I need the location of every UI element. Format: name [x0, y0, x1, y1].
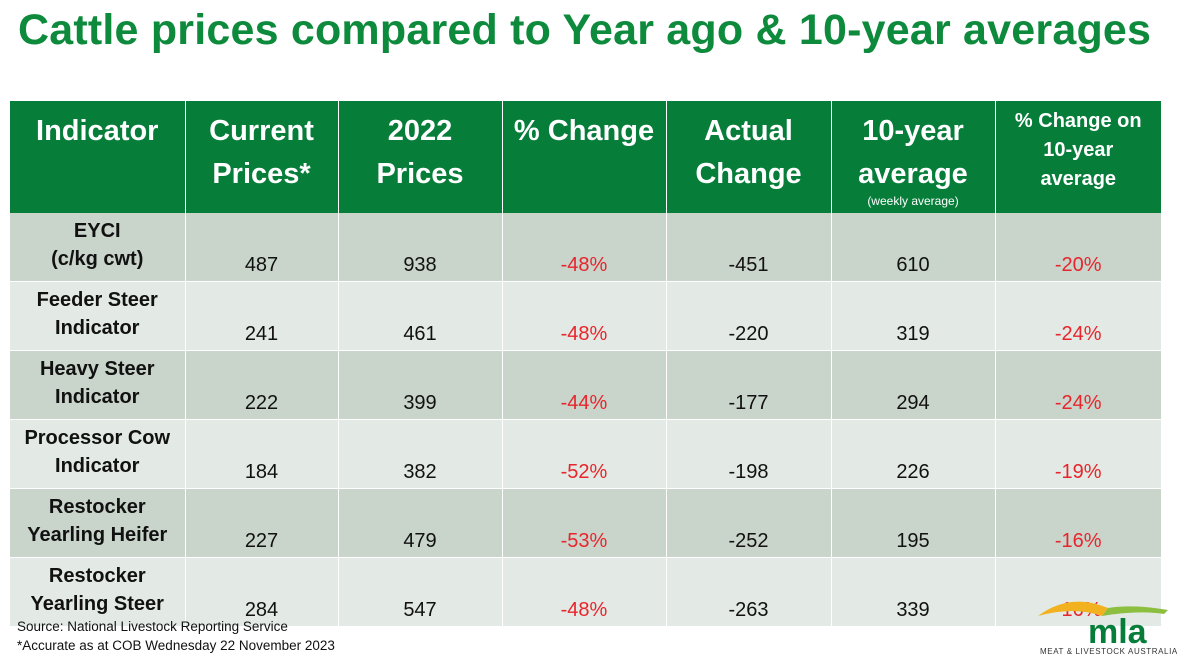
pct-change-avg-cell: -24%: [995, 281, 1161, 351]
footnotes: Source: National Livestock Reporting Ser…: [17, 617, 335, 655]
accuracy-note: *Accurate as at COB Wednesday 22 Novembe…: [17, 638, 335, 653]
prev-price-cell: 547: [338, 557, 503, 627]
actual-change-cell: -263: [666, 557, 832, 627]
avg-cell: 339: [831, 557, 996, 627]
table-row: Heavy Steer Indicator 222 399 -44% -177 2…: [10, 350, 1161, 420]
table-header-row: Indicator Current Prices* 2022 Prices % Ch…: [10, 101, 1161, 213]
prev-price-cell: 479: [338, 488, 503, 558]
source-note: Source: National Livestock Reporting Ser…: [17, 619, 288, 634]
current-price-cell: 241: [185, 281, 339, 351]
indicator-cell: Restocker Yearling Steer: [10, 557, 186, 627]
actual-change-cell: -198: [666, 419, 832, 489]
indicator-cell: Restocker Yearling Heifer: [10, 488, 186, 558]
pct-change-cell: -52%: [502, 419, 667, 489]
actual-change-cell: -451: [666, 213, 832, 282]
actual-change-cell: -177: [666, 350, 832, 420]
header-current-prices: Current Prices*: [185, 101, 339, 213]
current-price-cell: 222: [185, 350, 339, 420]
prev-price-cell: 938: [338, 213, 503, 282]
actual-change-cell: -252: [666, 488, 832, 558]
prev-price-cell: 461: [338, 281, 503, 351]
prev-price-cell: 382: [338, 419, 503, 489]
avg-cell: 319: [831, 281, 996, 351]
header-actual-change: Actual Change: [666, 101, 832, 213]
header-pct-change: % Change: [502, 101, 667, 213]
mla-logo: mla: [1038, 601, 1168, 651]
avg-cell: 226: [831, 419, 996, 489]
indicator-cell: EYCI (c/kg cwt): [10, 213, 186, 282]
table-row: Restocker Yearling Heifer 227 479 -53% -2…: [10, 488, 1161, 558]
avg-cell: 294: [831, 350, 996, 420]
indicator-cell: Feeder Steer Indicator: [10, 281, 186, 351]
table-row: EYCI (c/kg cwt) 487 938 -48% -451 610 -20…: [10, 213, 1161, 282]
avg-cell: 610: [831, 213, 996, 282]
pct-change-cell: -48%: [502, 557, 667, 627]
table-row: Feeder Steer Indicator 241 461 -48% -220 …: [10, 281, 1161, 351]
pct-change-avg-cell: -19%: [995, 419, 1161, 489]
cattle-prices-table: Indicator Current Prices* 2022 Prices % Ch…: [10, 101, 1161, 627]
page-title: Cattle prices compared to Year ago & 10-…: [18, 6, 1152, 54]
pct-change-cell: -53%: [502, 488, 667, 558]
header-indicator: Indicator: [10, 101, 186, 213]
pct-change-avg-cell: -24%: [995, 350, 1161, 420]
prev-price-cell: 399: [338, 350, 503, 420]
current-price-cell: 227: [185, 488, 339, 558]
pct-change-cell: -44%: [502, 350, 667, 420]
current-price-cell: 184: [185, 419, 339, 489]
pct-change-avg-cell: -16%: [995, 557, 1161, 627]
avg-cell: 195: [831, 488, 996, 558]
mla-tagline: MEAT & LIVESTOCK AUSTRALIA: [1040, 647, 1178, 656]
pct-change-avg-cell: -20%: [995, 213, 1161, 282]
mla-logo-text: mla: [1088, 613, 1148, 651]
pct-change-cell: -48%: [502, 213, 667, 282]
table-row: Restocker Yearling Steer 284 547 -48% -26…: [10, 557, 1161, 627]
table-row: Processor Cow Indicator 184 382 -52% -198…: [10, 419, 1161, 489]
header-pct-change-10yr: % Change on 10-year average: [995, 101, 1161, 213]
current-price-cell: 284: [185, 557, 339, 627]
current-price-cell: 487: [185, 213, 339, 282]
indicator-cell: Heavy Steer Indicator: [10, 350, 186, 420]
indicator-cell: Processor Cow Indicator: [10, 419, 186, 489]
pct-change-cell: -48%: [502, 281, 667, 351]
header-10yr-average: 10-year average (weekly average): [831, 101, 996, 213]
pct-change-avg-cell: -16%: [995, 488, 1161, 558]
actual-change-cell: -220: [666, 281, 832, 351]
header-10yr-note: (weekly average): [867, 194, 959, 208]
header-2022-prices: 2022 Prices: [338, 101, 503, 213]
